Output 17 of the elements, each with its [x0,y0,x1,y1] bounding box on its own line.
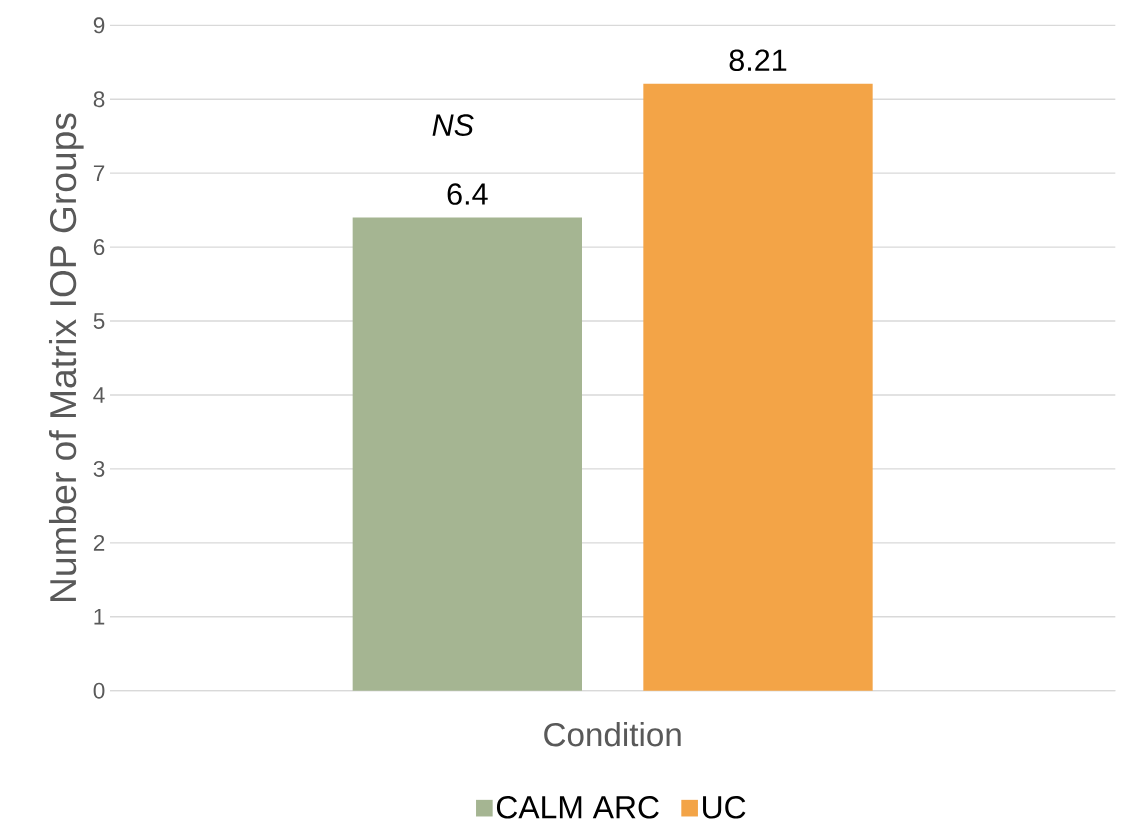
data-label: 6.4 [447,183,488,205]
y-tick-label: 1 [94,608,105,625]
annotation: NS [432,114,474,136]
y-tick-label: 7 [93,165,105,181]
y-tick-label: 4 [93,387,105,403]
legend-label: CALM ARC [496,795,659,819]
y-tick-label: 0 [93,682,105,699]
y-tick-label: 9 [93,17,105,34]
y-tick-label: 2 [93,534,105,551]
y-tick-label: 3 [93,460,105,477]
y-axis-title: Number of Matrix IOP Groups [48,113,84,601]
y-tick-label: 6 [93,238,105,255]
y-tick-label: 8 [93,91,105,108]
y-tick-label: 5 [93,312,105,329]
x-tick-label: Condition [544,721,681,747]
data-label: 8.21 [729,49,787,71]
legend-label: UC [703,795,746,819]
